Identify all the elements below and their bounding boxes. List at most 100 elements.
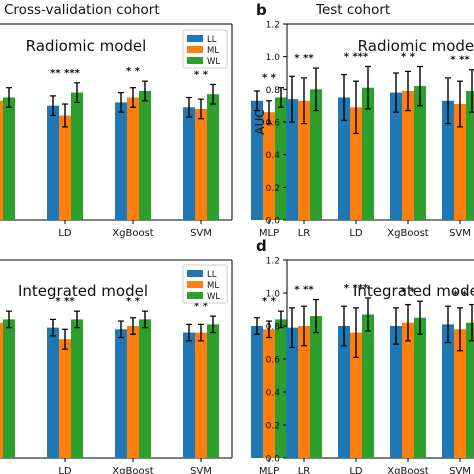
bar-ml	[59, 115, 71, 220]
bar-wl	[71, 92, 83, 220]
bar-ml	[402, 90, 414, 220]
bar-ml	[127, 97, 139, 220]
x-tick-label: LR	[298, 228, 311, 239]
significance-stars: * **	[294, 53, 314, 64]
bar-ll	[338, 97, 350, 220]
legend-label-ll: LL	[207, 35, 217, 45]
x-tick-label: XgBoost	[112, 466, 154, 474]
x-tick-label: SVM	[449, 228, 471, 239]
legend-swatch-ll	[187, 270, 203, 277]
bar-ll	[390, 92, 402, 220]
bar-ll	[183, 107, 195, 220]
bar-ml	[263, 112, 275, 220]
y-tick-label: 1.0	[266, 290, 281, 300]
bar-wl	[414, 86, 426, 220]
panel-title: Integrated model	[353, 282, 474, 300]
bar-wl	[71, 319, 83, 458]
significance-stars: * **	[294, 285, 314, 296]
bar-wl	[310, 316, 322, 458]
x-tick-label: XgBoost	[387, 228, 429, 239]
legend-swatch-ml	[187, 281, 203, 288]
bar-ml	[59, 339, 71, 458]
bar-wl	[466, 90, 474, 220]
bar-ml	[195, 332, 207, 458]
panel-title: Radiomic model	[358, 37, 474, 55]
x-tick-label: MLP	[259, 466, 279, 474]
significance-stars: * **	[55, 296, 75, 307]
bar-ll	[47, 105, 59, 220]
bar-ml	[298, 100, 310, 220]
bar-ml	[263, 329, 275, 458]
legend-label-wl: WL	[207, 57, 220, 67]
x-tick-label: LD	[58, 228, 72, 239]
x-tick-label: SVM	[190, 466, 212, 474]
y-tick-label: 0.4	[266, 389, 281, 399]
bar-ml	[195, 108, 207, 220]
bar-ll	[442, 324, 454, 458]
significance-stars: * **	[450, 55, 470, 66]
legend-label-wl: WL	[207, 292, 220, 302]
significance-stars: * *	[194, 69, 209, 80]
legend-label-ml: ML	[207, 281, 219, 291]
panel-title: Integrated model	[18, 282, 148, 300]
y-tick-label: 0.0	[266, 217, 281, 227]
bar-ml	[402, 322, 414, 458]
panel-letter-d: d	[256, 237, 267, 255]
test-cohort-title: Test cohort	[316, 2, 391, 18]
y-tick-label: 1.2	[266, 21, 280, 31]
significance-stars: * ***	[344, 51, 369, 62]
x-tick-label: XgBoost	[387, 466, 429, 474]
bar-ll	[442, 100, 454, 220]
significance-stars: * *	[453, 290, 468, 301]
legend-label-ll: LL	[207, 270, 217, 280]
y-tick-label: 0.0	[266, 455, 281, 465]
y-tick-label: 0.2	[266, 184, 280, 194]
x-tick-label: MLP	[259, 228, 279, 239]
significance-stars: ** ***	[50, 68, 80, 79]
bar-ml	[298, 326, 310, 458]
bar-wl	[414, 317, 426, 458]
bar-wl	[3, 97, 15, 220]
bar-ll	[47, 327, 59, 458]
x-tick-label: LD	[58, 466, 72, 474]
y-tick-label: 1.0	[266, 53, 281, 63]
x-tick-label: LD	[349, 466, 363, 474]
bar-ml	[454, 104, 466, 220]
x-tick-label: LR	[298, 466, 311, 474]
x-tick-label: XgBoost	[112, 228, 154, 239]
significance-stars: * *	[401, 51, 416, 62]
legend-label-ml: ML	[207, 46, 219, 56]
bar-ml	[350, 107, 362, 220]
significance-stars: * *	[126, 66, 141, 77]
bar-wl	[207, 94, 219, 220]
cv-cohort-title: Cross-validation cohort	[4, 2, 160, 18]
bar-wl	[310, 89, 322, 220]
panel-letter-b: b	[256, 1, 267, 19]
bar-wl	[139, 90, 151, 220]
bar-ml	[0, 322, 3, 458]
x-tick-label: LD	[349, 228, 363, 239]
legend-swatch-wl	[187, 292, 203, 299]
y-tick-label: 0.6	[266, 356, 281, 366]
significance-stars: * *	[194, 301, 209, 312]
y-tick-label: 0.8	[266, 323, 281, 333]
bar-ll	[286, 327, 298, 458]
bar-ll	[390, 326, 402, 458]
bar-wl	[139, 319, 151, 458]
y-axis-label: AUC	[253, 109, 267, 134]
bar-wl	[275, 97, 287, 220]
significance-stars: * *	[126, 296, 141, 307]
bar-ml	[127, 326, 139, 458]
legend-swatch-ll	[187, 35, 203, 42]
bar-wl	[466, 322, 474, 458]
bar-wl	[3, 319, 15, 458]
bar-ml	[350, 332, 362, 458]
bar-ll	[286, 99, 298, 220]
legend-swatch-wl	[187, 57, 203, 64]
y-tick-label: 0.8	[266, 86, 281, 96]
y-tick-label: 0.6	[266, 119, 281, 129]
bar-ml	[454, 329, 466, 458]
bar-ll	[338, 326, 350, 458]
panel-title: Radiomic model	[26, 37, 147, 55]
bar-ll	[251, 100, 263, 220]
